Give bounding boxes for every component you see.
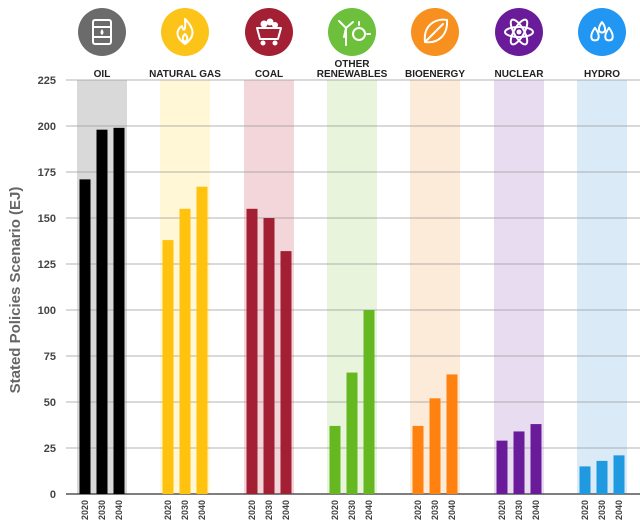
category-label: HYDRO xyxy=(584,69,620,80)
x-tick-label: 2040 xyxy=(447,500,457,520)
x-tick-label: 2040 xyxy=(364,500,374,520)
x-tick-label: 2030 xyxy=(597,500,607,520)
bar xyxy=(513,431,525,494)
y-tick-label: 200 xyxy=(38,121,56,133)
x-tick-label: 2030 xyxy=(97,500,107,520)
x-tick-label: 2020 xyxy=(413,500,423,520)
bar xyxy=(429,398,441,494)
bar xyxy=(530,424,542,494)
y-tick-label: 150 xyxy=(38,213,56,225)
x-tick-label: 2040 xyxy=(197,500,207,520)
x-tick-label: 2030 xyxy=(264,500,274,520)
bar xyxy=(280,251,292,494)
x-tick-label: 2020 xyxy=(247,500,257,520)
category-label: NUCLEAR xyxy=(495,69,545,80)
y-tick-label: 0 xyxy=(50,489,56,501)
x-tick-label: 2040 xyxy=(114,500,124,520)
x-tick-label: 2030 xyxy=(514,500,524,520)
flame-icon xyxy=(161,8,209,56)
x-tick-label: 2020 xyxy=(580,500,590,520)
bars xyxy=(79,127,625,495)
category-label: COAL xyxy=(255,69,283,80)
oil-barrel-icon xyxy=(78,8,126,56)
category-label: OIL xyxy=(94,69,111,80)
y-tick-label: 125 xyxy=(38,259,56,271)
bar xyxy=(613,455,625,494)
y-tick-label: 175 xyxy=(38,167,56,179)
x-tick-label: 2020 xyxy=(80,500,90,520)
bar xyxy=(579,466,591,494)
x-tick-label: 2020 xyxy=(330,500,340,520)
x-tick-label: 2040 xyxy=(614,500,624,520)
y-tick-label: 75 xyxy=(44,351,56,363)
bar xyxy=(596,460,608,494)
bar xyxy=(346,372,358,494)
bar xyxy=(179,208,191,495)
category-icons xyxy=(78,8,626,56)
x-tick-label: 2040 xyxy=(531,500,541,520)
category-label: NATURAL GAS xyxy=(149,69,221,80)
bar xyxy=(246,208,258,495)
wind-solar-icon xyxy=(328,8,376,56)
category-label: BIOENERGY xyxy=(405,69,465,80)
bar xyxy=(162,240,174,494)
y-axis-ticks: 0 25 50 75 100 125 150 175 200 225 xyxy=(38,75,56,501)
x-tick-label: 2030 xyxy=(180,500,190,520)
bar xyxy=(329,425,341,494)
bar xyxy=(363,310,375,494)
x-tick-label: 2040 xyxy=(281,500,291,520)
y-tick-label: 225 xyxy=(38,75,56,87)
bar xyxy=(496,440,508,494)
category-label: OTHER xyxy=(335,59,371,70)
coal-cart-icon xyxy=(245,8,293,56)
bar xyxy=(96,129,108,494)
bar xyxy=(263,218,275,494)
y-tick-label: 50 xyxy=(44,397,56,409)
y-axis-label: Stated Policies Scenario (EJ) xyxy=(7,187,24,394)
x-tick-label: 2030 xyxy=(430,500,440,520)
bar xyxy=(446,374,458,494)
water-drops-icon xyxy=(578,8,626,56)
x-tick-label: 2020 xyxy=(497,500,507,520)
bar xyxy=(196,186,208,494)
bar xyxy=(79,179,91,495)
y-tick-label: 25 xyxy=(44,443,56,455)
category-band xyxy=(577,80,627,494)
x-axis-year-labels: 2020 2030 2040 2020 2030 2040 2020 2030 2040 2020… xyxy=(80,500,624,520)
y-tick-label: 100 xyxy=(38,305,56,317)
bar xyxy=(113,127,125,494)
bar xyxy=(412,425,424,494)
x-tick-label: 2030 xyxy=(347,500,357,520)
x-tick-label: 2020 xyxy=(163,500,173,520)
leaf-icon xyxy=(411,8,459,56)
atom-icon xyxy=(495,8,543,56)
category-label: RENEWABLES xyxy=(317,69,388,80)
